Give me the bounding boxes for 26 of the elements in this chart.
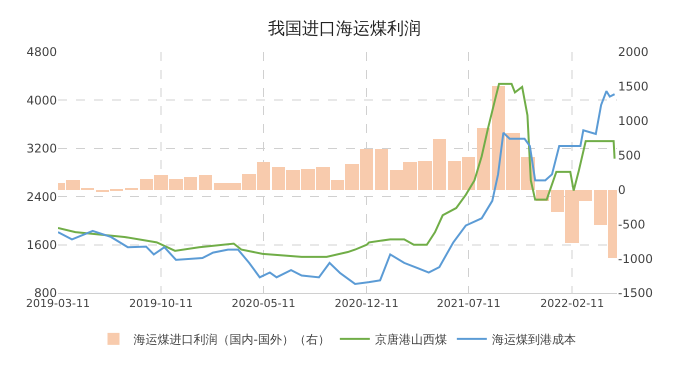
line-series [58, 90, 616, 285]
y-tick-label: 2400 [26, 190, 57, 204]
y2-tick-label: -500 [618, 217, 646, 232]
y2-tick-label: 2000 [618, 45, 649, 60]
x-tick-label: 2020-05-11 [232, 297, 296, 310]
legend-label: 海运煤到港成本 [492, 332, 576, 347]
x-tick-label: 2019-10-11 [129, 297, 194, 310]
y2-tick-label: -1500 [618, 286, 653, 300]
legend-label: 海运煤进口利润（国内-国外）（右） [134, 332, 330, 347]
y-tick-label: 1600 [26, 238, 57, 252]
legend-label: 京唐港山西煤 [374, 332, 447, 347]
bar [199, 175, 212, 190]
y2-tick-label: 500 [618, 148, 641, 162]
line-series [58, 82, 616, 258]
y2-tick-label: 1500 [618, 80, 649, 94]
y-tick-label: 4800 [26, 45, 57, 60]
x-tick-label: 2020-12-11 [334, 297, 399, 310]
y-tick-label: 4000 [26, 93, 57, 108]
bar [375, 149, 388, 190]
y2-tick-label: 1000 [618, 114, 649, 128]
y2-tick-label: -1000 [618, 252, 653, 266]
y2-tick-label: 0 [618, 182, 626, 197]
y-tick-label: 3200 [26, 142, 57, 156]
chart-title: 我国进口海运煤利润 [268, 18, 421, 39]
x-tick-label: 2022-02-11 [540, 297, 604, 310]
x-tick-label: 2021-07-11 [436, 297, 501, 310]
